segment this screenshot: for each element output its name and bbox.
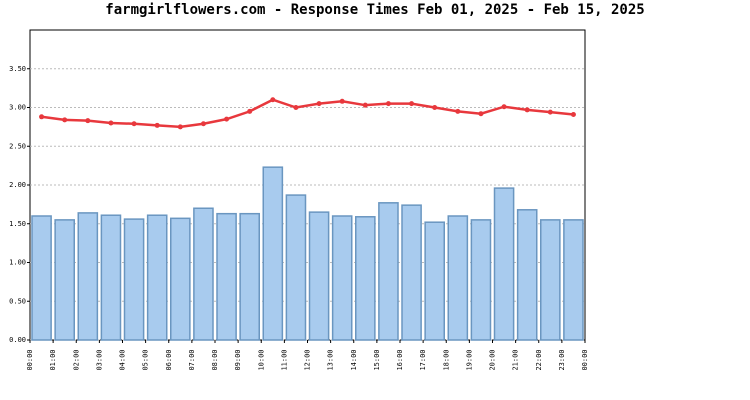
bar [493,187,515,341]
bar [100,214,122,341]
bar [123,218,145,341]
bar [470,219,492,341]
x-tick-label: 00:00 [581,349,589,370]
x-tick-label: 03:00 [95,349,103,370]
x-tick-label: 19:00 [465,349,473,370]
bar [285,194,307,341]
x-tick-label: 01:00 [49,349,57,370]
bar [540,219,561,341]
x-tick-label: 05:00 [142,349,150,370]
line [41,98,574,129]
point [200,121,206,127]
y-tick-label: 3.00 [9,104,26,112]
x-tick-label: 17:00 [419,349,427,370]
bar [516,209,538,341]
x-tick-label: 23:00 [558,349,566,370]
bar [308,211,330,341]
point [339,98,345,104]
y-tick-label: 1.50 [9,220,26,228]
x-tick-label: 15:00 [373,349,381,370]
bar [378,202,399,341]
bar [401,204,422,341]
point [154,122,160,128]
bar [146,214,168,341]
bar [31,215,52,341]
x-tick-label: 22:00 [535,349,543,370]
point [224,116,230,122]
point [455,108,461,114]
point [570,111,576,117]
point [108,120,114,126]
point [524,107,530,113]
point [39,114,45,120]
point [362,102,368,108]
bar [447,215,469,341]
y-tick-label: 0.00 [9,336,26,344]
y-tick-label: 2.50 [9,142,26,150]
x-tick-label: 16:00 [396,349,404,370]
x-tick-label: 02:00 [72,349,80,370]
point [293,105,299,110]
point [62,117,68,123]
x-tick-label: 10:00 [257,349,265,370]
point [247,108,253,114]
point [547,109,553,115]
x-tick-label: 14:00 [350,349,358,370]
point [432,105,438,110]
bar [424,221,445,341]
x-tick-label: 11:00 [280,349,288,370]
bar [170,217,191,341]
point [385,101,391,107]
bar [355,216,376,341]
x-tick-label: 08:00 [211,349,219,370]
x-tick-label: 09:00 [234,349,242,370]
point [270,97,276,103]
x-tick-label: 04:00 [119,349,127,370]
x-tick-label: 18:00 [442,349,450,370]
point [177,124,183,130]
point [131,121,137,127]
y-tick-label: 2.00 [9,181,26,189]
bar [77,212,99,341]
x-tick-label: 00:00 [26,349,34,370]
x-tick-label: 21:00 [512,349,520,370]
point [316,101,322,107]
chart-title: farmgirlflowers.com - Response Times Feb… [105,2,644,18]
point [478,111,484,117]
bar [331,215,353,341]
x-tick-label: 12:00 [304,349,312,370]
bar [563,219,584,341]
point [501,104,507,110]
bar [193,207,214,341]
point [409,101,415,107]
y-tick-label: 0.50 [9,297,26,305]
y-tick-label: 1.00 [9,259,26,267]
y-tick-label: 3.50 [9,65,26,73]
bar [239,212,260,341]
point [85,118,91,124]
x-tick-label: 13:00 [327,349,335,370]
bar [262,166,284,341]
bar [216,212,237,341]
x-tick-label: 20:00 [489,349,497,370]
x-tick-label: 07:00 [188,349,196,370]
bar [54,219,75,341]
x-tick-label: 06:00 [165,349,173,370]
